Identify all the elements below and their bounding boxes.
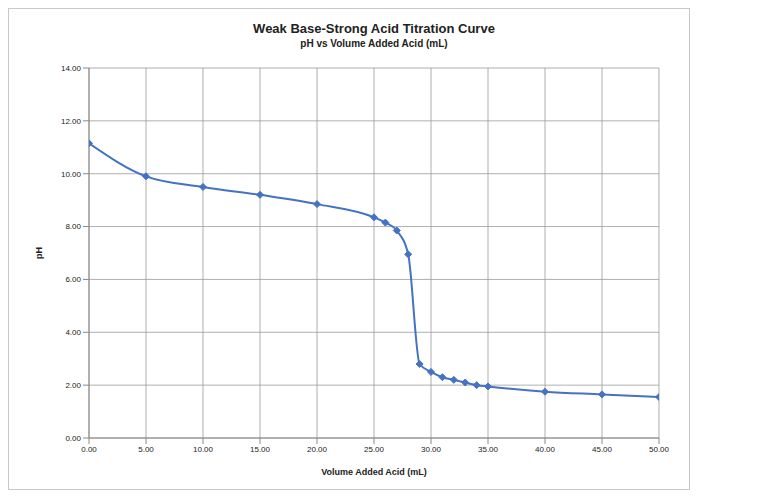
- svg-text:20.00: 20.00: [307, 445, 328, 454]
- html-text:Weak Base-Strong Acid Titratio: Weak Base-Strong Acid Titration Curve: [253, 21, 495, 36]
- svg-text:10.00: 10.00: [193, 445, 214, 454]
- svg-text:50.00: 50.00: [649, 445, 670, 454]
- svg-text:35.00: 35.00: [478, 445, 499, 454]
- html-text:pH vs Volume Added Acid (mL): pH vs Volume Added Acid (mL): [300, 38, 448, 49]
- svg-text:30.00: 30.00: [421, 445, 442, 454]
- svg-text:4.00: 4.00: [65, 328, 81, 337]
- svg-text:14.00: 14.00: [61, 64, 82, 73]
- svg-text:8.00: 8.00: [65, 222, 81, 231]
- svg-text:45.00: 45.00: [592, 445, 613, 454]
- svg-text:25.00: 25.00: [364, 445, 385, 454]
- svg-text:5.00: 5.00: [138, 445, 154, 454]
- svg-text:40.00: 40.00: [535, 445, 556, 454]
- svg-text:pH: pH: [34, 247, 44, 259]
- svg-text:10.00: 10.00: [61, 170, 82, 179]
- svg-text:15.00: 15.00: [250, 445, 271, 454]
- svg-text:Volume Added Acid (mL): Volume Added Acid (mL): [321, 467, 427, 477]
- svg-text:2.00: 2.00: [65, 381, 81, 390]
- svg-text:0.00: 0.00: [81, 445, 97, 454]
- svg-text:0.00: 0.00: [65, 434, 81, 443]
- svg-text:6.00: 6.00: [65, 275, 81, 284]
- svg-text:12.00: 12.00: [61, 117, 82, 126]
